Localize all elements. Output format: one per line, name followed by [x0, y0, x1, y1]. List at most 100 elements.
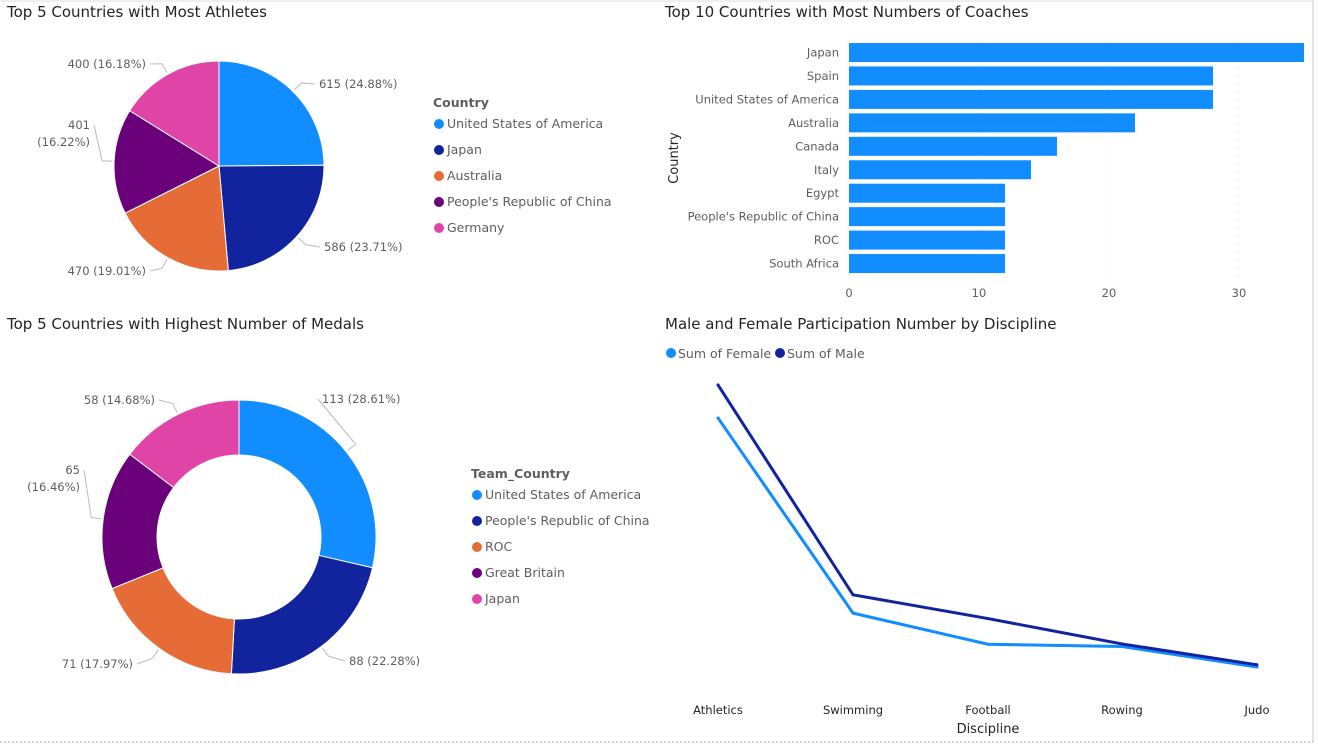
x-tick-label: Rowing [1101, 703, 1143, 717]
data-point[interactable] [986, 642, 990, 646]
legend-marker-icon [472, 490, 482, 500]
legend-item[interactable]: United States of America [447, 116, 603, 131]
data-point[interactable] [716, 383, 720, 387]
slice-japan[interactable] [218, 164, 325, 272]
x-tick-label: Judo [1243, 703, 1269, 717]
y-tick-label: United States of America [695, 92, 839, 106]
legend-item[interactable]: Japan [484, 591, 520, 606]
slice-australia[interactable] [124, 165, 229, 272]
x-tick-label: Swimming [823, 703, 883, 717]
data-point[interactable] [1255, 663, 1259, 667]
data-point[interactable] [851, 611, 855, 615]
x-tick-label: Football [965, 703, 1011, 717]
x-tick-label: 0 [845, 286, 852, 300]
participation-line-chart[interactable]: Sum of Female Sum of Male Athletics Swimmin… [666, 346, 1270, 737]
athletes-pie-title: Top 5 Countries with Most Athletes [6, 3, 267, 21]
bar-japan[interactable] [849, 43, 1304, 62]
legend-marker-icon [472, 568, 482, 578]
leader-line [83, 469, 102, 520]
medals-donut-title: Top 5 Countries with Highest Number of M… [6, 315, 364, 333]
x-axis-title: Discipline [957, 722, 1020, 737]
leader-line [158, 399, 178, 413]
bar-australia[interactable] [849, 113, 1135, 133]
data-point[interactable] [986, 617, 990, 621]
slice-united-states-of-america[interactable] [218, 60, 325, 167]
data-point[interactable] [716, 416, 720, 420]
data-label: 586 (23.71%) [324, 240, 402, 254]
legend-item[interactable]: Germany [447, 220, 505, 235]
bar-roc[interactable] [849, 230, 1005, 250]
leader-line [149, 259, 168, 272]
legend-title: Team_Country [471, 466, 570, 482]
y-tick-label: Egypt [806, 186, 840, 200]
participation-line-title: Male and Female Participation Number by … [665, 315, 1056, 333]
legend-item[interactable]: Great Britain [485, 565, 565, 580]
data-label: (16.22%) [37, 135, 90, 149]
bar-people-s-republic-of-china[interactable] [849, 207, 1005, 227]
x-tick-label: Athletics [693, 703, 743, 717]
data-point[interactable] [1120, 642, 1124, 646]
legend-marker-icon [434, 197, 444, 207]
bar-egypt[interactable] [849, 183, 1005, 203]
medals-donut-chart[interactable]: 113 (28.61%) 88 (22.28%) 71 (17.97%) 65 (16.… [27, 392, 650, 675]
y-tick-label: People's Republic of China [688, 210, 839, 224]
data-point[interactable] [1120, 645, 1124, 649]
data-label: 65 [65, 463, 80, 477]
series-line-sum-of-female[interactable] [716, 417, 1258, 669]
data-point[interactable] [851, 593, 855, 597]
slice-united-states-of-america[interactable] [238, 399, 377, 569]
coaches-bar-chart[interactable]: 0 10 20 30 Japan Spain United States of Americ… [667, 41, 1304, 300]
data-label: 400 (16.18%) [68, 57, 146, 71]
leader-line [136, 649, 159, 665]
slice-germany[interactable] [129, 60, 220, 167]
x-tick-label: 20 [1102, 286, 1117, 300]
legend-marker-icon [434, 223, 444, 233]
legend-marker-icon [472, 594, 482, 604]
leader-line [149, 63, 168, 73]
bar-south-africa[interactable] [849, 254, 1005, 274]
legend-marker-icon [434, 119, 444, 129]
legend-item[interactable]: Australia [447, 168, 502, 183]
x-tick-label: 30 [1232, 286, 1247, 300]
data-label: 113 (28.61%) [322, 392, 400, 406]
leader-line [317, 398, 357, 451]
legend-marker-icon [666, 348, 676, 358]
data-label: 71 (17.97%) [62, 657, 133, 671]
athletes-pie-chart[interactable]: 615 (24.88%) 586 (23.71%) 470 (19.01%) 401 (… [37, 57, 611, 278]
bar-italy[interactable] [849, 160, 1031, 180]
legend-marker-icon [472, 542, 482, 552]
slice-japan[interactable] [129, 399, 240, 489]
data-point[interactable] [1255, 665, 1259, 669]
bar-canada[interactable] [849, 136, 1057, 156]
legend-item[interactable]: People's Republic of China [447, 194, 612, 209]
series-line-sum-of-male[interactable] [716, 384, 1258, 667]
bar-spain[interactable] [849, 66, 1213, 86]
data-label: 470 (19.01%) [68, 264, 146, 278]
legend-item[interactable]: Sum of Male [787, 346, 865, 361]
legend-item[interactable]: Japan [446, 142, 482, 157]
legend-item[interactable]: ROC [485, 539, 513, 554]
y-tick-label: Spain [807, 69, 839, 83]
slice-people-s-republic-of-china[interactable] [113, 110, 221, 214]
y-axis-title: Country [667, 132, 682, 184]
data-label: 58 (14.68%) [84, 393, 155, 407]
data-label: (16.46%) [27, 480, 80, 494]
legend-marker-icon [434, 145, 444, 155]
leader-line [93, 124, 113, 162]
data-label: 401 [68, 118, 90, 132]
y-tick-label: Australia [788, 116, 839, 130]
coaches-bar-title: Top 10 Countries with Most Numbers of Co… [664, 3, 1029, 21]
data-label: 615 (24.88%) [319, 77, 397, 91]
legend-title: Country [433, 95, 489, 110]
leader-line [297, 237, 321, 248]
leader-line [294, 82, 316, 91]
y-tick-label: Japan [806, 46, 839, 60]
y-tick-label: South Africa [769, 257, 839, 271]
bar-united-states-of-america[interactable] [849, 89, 1213, 109]
legend-item[interactable]: Sum of Female [678, 346, 772, 361]
y-tick-label: Italy [814, 163, 839, 177]
legend-marker-icon [434, 171, 444, 181]
legend-item[interactable]: People's Republic of China [485, 513, 650, 528]
legend-item[interactable]: United States of America [485, 487, 641, 502]
